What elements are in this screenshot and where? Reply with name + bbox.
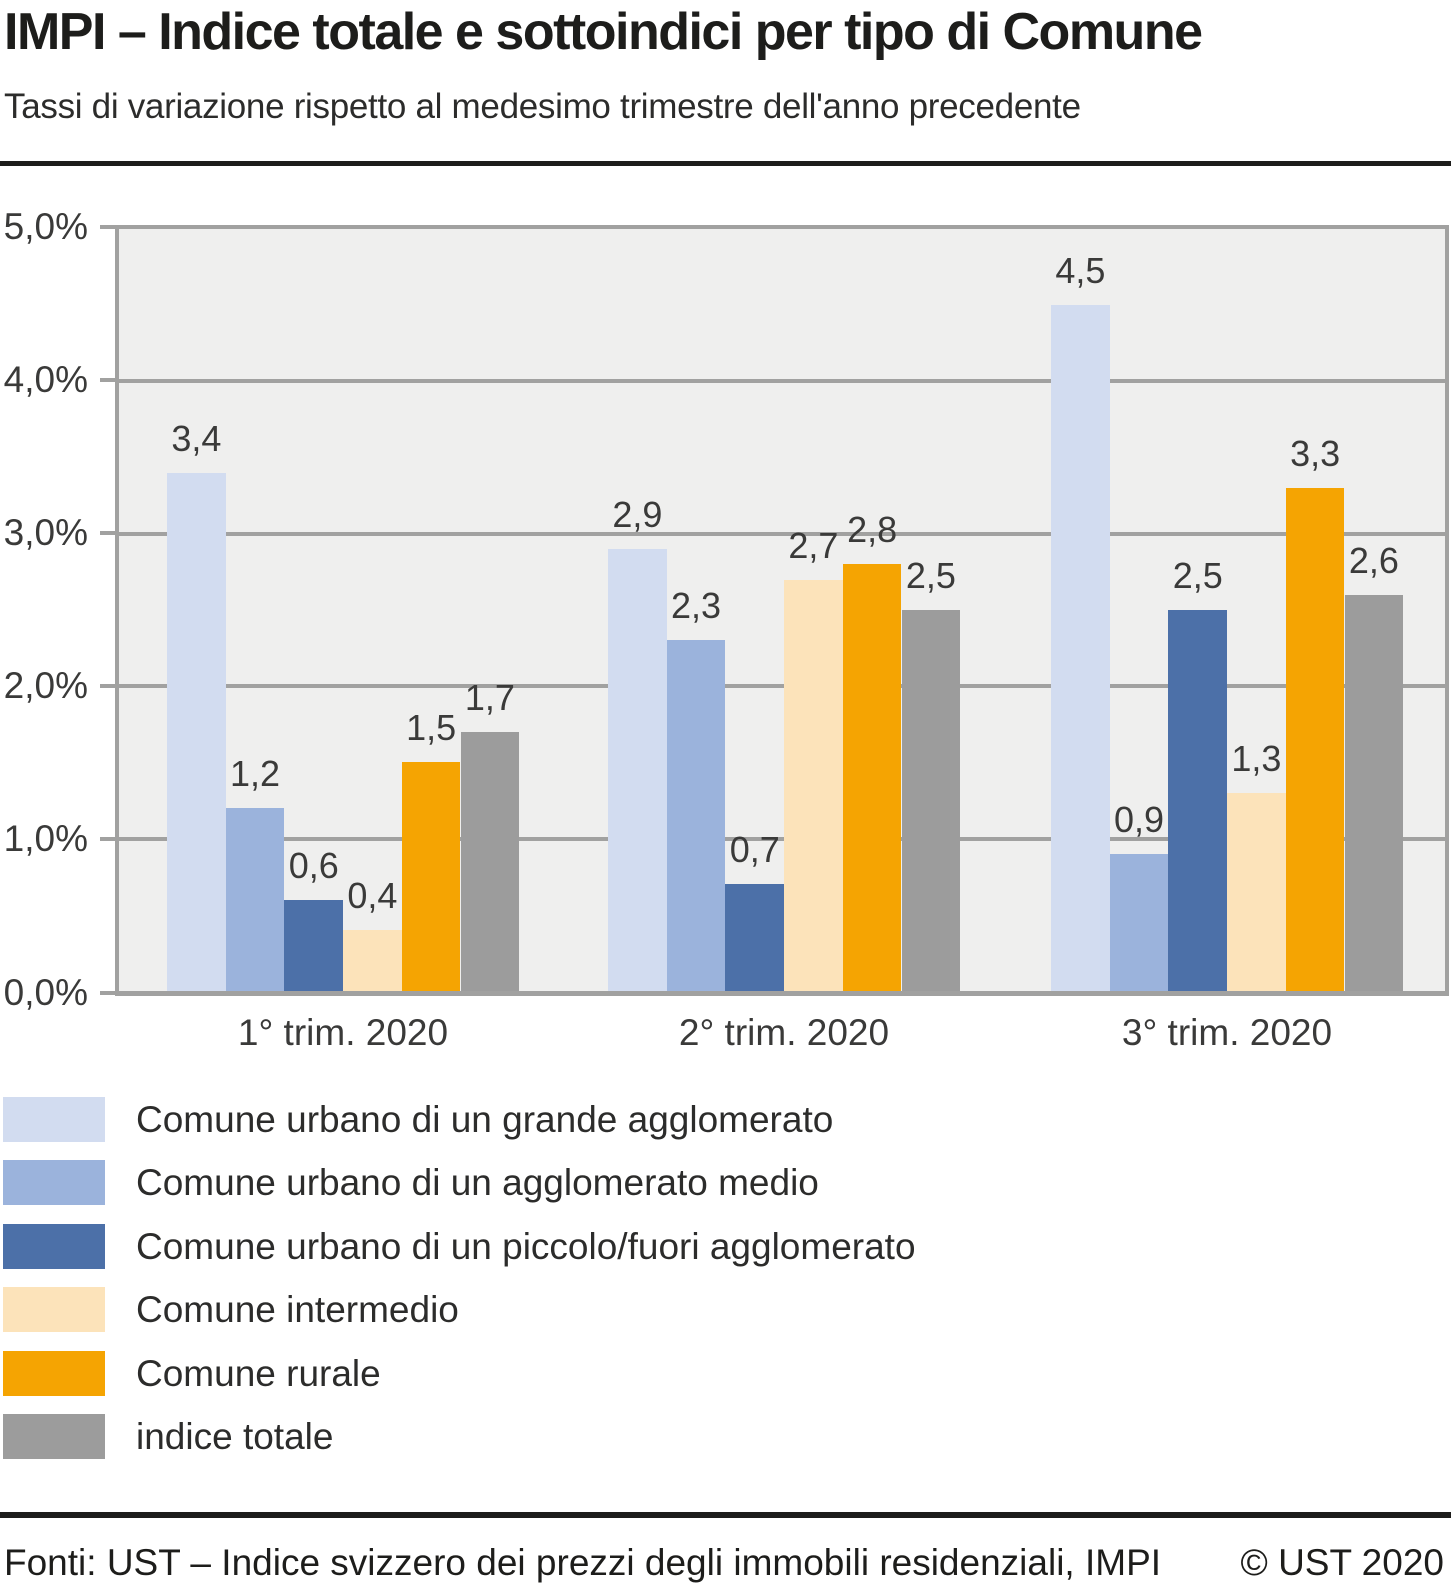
bar-value-label: 1,7 xyxy=(464,676,515,718)
footer-divider xyxy=(0,1512,1451,1518)
plot-area: 3,4 1,2 0,6 0,4 1,5 1,7 2,9 2,3 0,7 2,7 2,8 2,5 4,5 0… xyxy=(115,225,1449,996)
legend-swatch-comune-rurale xyxy=(3,1350,105,1396)
y-axis-tick xyxy=(100,990,115,995)
bar-comune-rurale xyxy=(842,564,902,991)
y-axis-tick-label: 2,0% xyxy=(3,665,88,707)
bar-comune-urbano-di-un-grande-agglomerato xyxy=(1051,305,1110,991)
legend-row: Comune rurale xyxy=(3,1350,381,1396)
bar-value-label: 0,6 xyxy=(288,844,339,886)
y-axis-tick xyxy=(100,684,115,689)
bar-indice-totale xyxy=(901,610,961,991)
bar-comune-rurale xyxy=(401,762,461,991)
bar-value-label: 2,9 xyxy=(612,494,663,536)
bar-value-label: 0,4 xyxy=(347,875,398,917)
bar-value-label: 1,2 xyxy=(230,753,281,795)
bar-comune-urbano-di-un-grande-agglomerato xyxy=(608,549,667,991)
legend-label: Comune rurale xyxy=(136,1352,381,1394)
bar-comune-intermedio xyxy=(784,579,843,991)
bar-value-label: 2,3 xyxy=(671,585,722,627)
bar-value-label: 0,7 xyxy=(729,829,780,871)
bar-comune-urbano-di-un-agglomerato-medio xyxy=(225,808,285,991)
bar-comune-urbano-di-un-agglomerato-medio xyxy=(1109,853,1169,991)
legend-row: Comune urbano di un agglomerato medio xyxy=(3,1160,819,1206)
bar-comune-urbano-di-un-piccolo-fuori-agglomerato xyxy=(1168,610,1228,991)
bar-value-label: 3,3 xyxy=(1290,433,1341,475)
y-axis-tick-label: 3,0% xyxy=(3,512,88,554)
copyright-note: © UST 2020 xyxy=(1240,1542,1444,1583)
bar-value-label: 0,9 xyxy=(1114,798,1165,840)
bar-value-label: 4,5 xyxy=(1055,250,1106,292)
bar-value-label: 3,4 xyxy=(171,417,222,459)
y-axis-tick xyxy=(100,837,115,842)
source-note: Fonti: UST – Indice svizzero dei prezzi … xyxy=(4,1542,1162,1583)
x-category-label: 1° trim. 2020 xyxy=(237,1012,449,1053)
legend-swatch-comune-urbano-di-un-grande-agglomerato xyxy=(3,1097,105,1142)
y-axis-tick-label: 1,0% xyxy=(3,818,88,860)
x-category-label: 3° trim. 2020 xyxy=(1121,1012,1333,1053)
gridline xyxy=(119,531,1445,536)
y-axis-tick xyxy=(100,378,115,383)
legend-swatch-comune-intermedio xyxy=(3,1287,105,1333)
legend-label: Comune intermedio xyxy=(136,1289,459,1331)
y-axis-tick xyxy=(100,531,115,536)
bar-comune-intermedio xyxy=(343,930,402,991)
legend-swatch-comune-urbano-di-un-piccolo-fuori-agglomerato xyxy=(3,1223,105,1269)
legend-label: Comune urbano di un grande agglomerato xyxy=(136,1099,834,1140)
legend-label: indice totale xyxy=(136,1416,334,1457)
bar-value-label: 2,7 xyxy=(788,524,839,566)
y-axis-tick-label: 0,0% xyxy=(3,971,88,1013)
y-axis-tick-label: 5,0% xyxy=(3,206,88,247)
bar-value-label: 2,5 xyxy=(905,555,956,596)
bar-indice-totale xyxy=(1344,594,1404,991)
gridline xyxy=(119,379,1445,384)
header-divider xyxy=(0,161,1451,166)
legend-label: Comune urbano di un piccolo/fuori agglom… xyxy=(136,1225,916,1267)
footer: Fonti: UST – Indice svizzero dei prezzi … xyxy=(4,1540,1444,1586)
y-axis-tick-label: 4,0% xyxy=(3,359,88,401)
legend-swatch-indice-totale xyxy=(3,1414,105,1459)
bar-value-label: 1,5 xyxy=(406,707,457,749)
bar-value-label: 2,5 xyxy=(1172,555,1223,596)
gridline xyxy=(119,684,1445,689)
x-category-label: 2° trim. 2020 xyxy=(678,1012,890,1053)
legend-swatch-comune-urbano-di-un-agglomerato-medio xyxy=(3,1160,105,1206)
bar-comune-intermedio xyxy=(1227,792,1286,991)
bar-value-label: 2,6 xyxy=(1348,539,1399,581)
bar-comune-urbano-di-un-agglomerato-medio xyxy=(666,640,726,991)
bar-comune-rurale xyxy=(1285,488,1345,991)
legend-label: Comune urbano di un agglomerato medio xyxy=(136,1162,819,1204)
legend-row: Comune urbano di un piccolo/fuori agglom… xyxy=(3,1223,916,1269)
bar-value-label: 2,8 xyxy=(847,509,898,551)
bar-comune-urbano-di-un-piccolo-fuori-agglomerato xyxy=(725,884,785,991)
chart-title: IMPI – Indice totale e sottoindici per t… xyxy=(4,3,1203,61)
bar-comune-urbano-di-un-piccolo-fuori-agglomerato xyxy=(284,899,344,991)
chart-subtitle: Tassi di variazione rispetto al medesimo… xyxy=(4,87,1081,126)
legend-row: indice totale xyxy=(3,1414,333,1459)
gridline xyxy=(119,836,1445,841)
legend-row: Comune urbano di un grande agglomerato xyxy=(3,1097,833,1142)
bar-value-label: 1,3 xyxy=(1231,737,1282,779)
legend-row: Comune intermedio xyxy=(3,1287,459,1333)
y-axis-tick xyxy=(100,225,115,229)
bar-comune-urbano-di-un-grande-agglomerato xyxy=(167,472,226,991)
bar-indice-totale xyxy=(460,731,520,991)
